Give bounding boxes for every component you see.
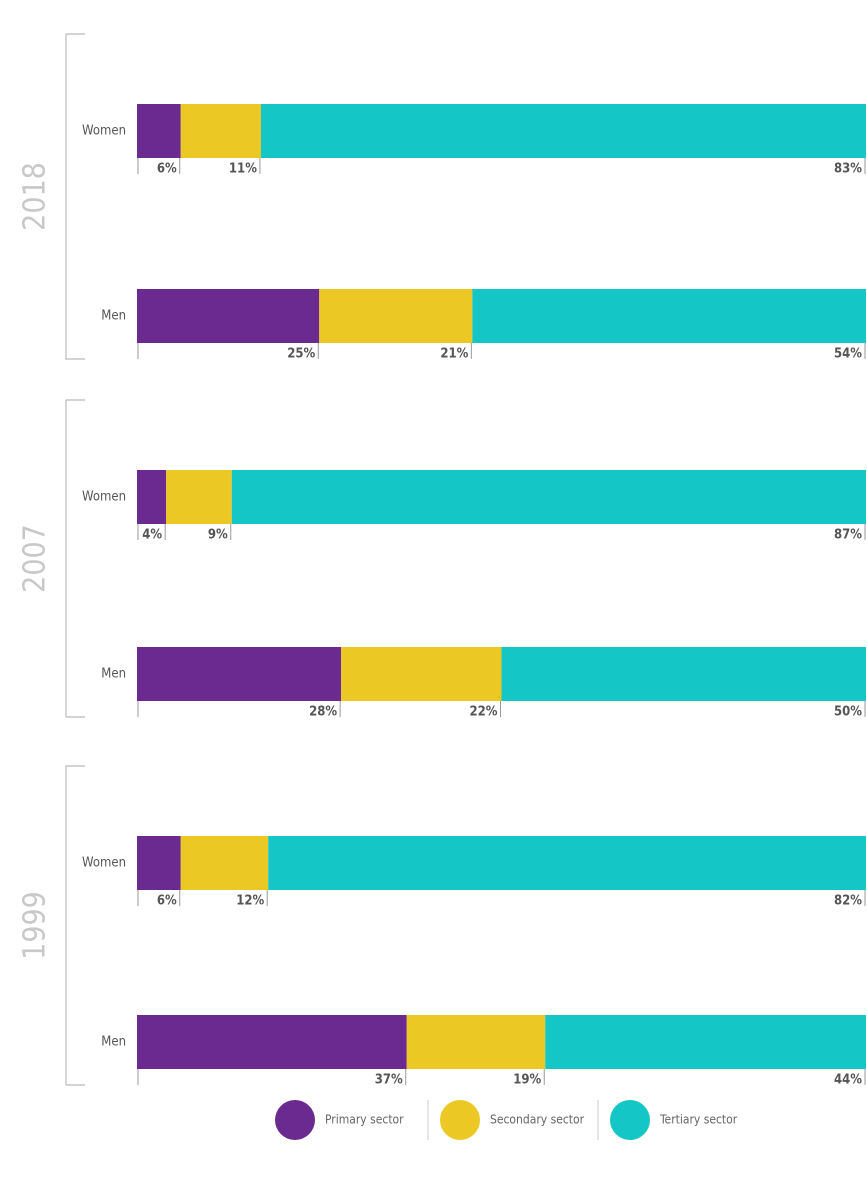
value-label: 83% bbox=[834, 162, 862, 177]
value-label: 25% bbox=[287, 347, 315, 362]
category-label: Men bbox=[101, 309, 126, 324]
category-label: Women bbox=[82, 856, 126, 871]
value-label: 28% bbox=[309, 705, 337, 720]
legend-swatch bbox=[275, 1100, 315, 1140]
bar-segment bbox=[137, 647, 342, 701]
bar-segment bbox=[545, 1015, 866, 1069]
bar-segment bbox=[137, 1015, 407, 1069]
value-label: 19% bbox=[513, 1073, 541, 1088]
bar-segment bbox=[501, 647, 866, 701]
bar-segment bbox=[341, 647, 502, 701]
bracket bbox=[65, 399, 85, 718]
legend-swatch bbox=[440, 1100, 480, 1140]
value-label: 11% bbox=[229, 162, 257, 177]
bar-segment bbox=[472, 289, 866, 343]
bar-segment bbox=[137, 104, 181, 158]
value-label: 6% bbox=[157, 894, 177, 909]
value-label: 21% bbox=[440, 347, 468, 362]
value-label: 12% bbox=[236, 894, 264, 909]
legend-label: Secondary sector bbox=[490, 1113, 585, 1127]
group-label: 2007 bbox=[18, 524, 53, 593]
bar-segment bbox=[406, 1015, 546, 1069]
bracket bbox=[65, 33, 85, 360]
value-label: 54% bbox=[834, 347, 862, 362]
bar-segment bbox=[260, 104, 866, 158]
bracket bbox=[65, 765, 85, 1086]
legend-label: Primary sector bbox=[325, 1113, 404, 1127]
bar-segment bbox=[180, 104, 261, 158]
bar-segment bbox=[137, 836, 181, 890]
value-label: 37% bbox=[375, 1073, 403, 1088]
bar-segment bbox=[137, 289, 320, 343]
bar-segment bbox=[137, 470, 167, 524]
bar-segment bbox=[166, 470, 232, 524]
value-label: 6% bbox=[157, 162, 177, 177]
legend-swatch bbox=[610, 1100, 650, 1140]
value-label: 50% bbox=[834, 705, 862, 720]
legend-label: Tertiary sector bbox=[659, 1113, 738, 1127]
value-label: 44% bbox=[834, 1073, 862, 1088]
value-label: 87% bbox=[834, 528, 862, 543]
bar-segment bbox=[180, 836, 269, 890]
category-label: Women bbox=[82, 124, 126, 139]
group-label: 1999 bbox=[18, 891, 53, 960]
value-label: 9% bbox=[208, 528, 228, 543]
value-label: 82% bbox=[834, 894, 862, 909]
bar-segment bbox=[319, 289, 473, 343]
group-label: 2018 bbox=[18, 162, 53, 231]
category-label: Men bbox=[101, 667, 126, 682]
value-label: 4% bbox=[142, 528, 162, 543]
category-label: Men bbox=[101, 1035, 126, 1050]
category-label: Women bbox=[82, 490, 126, 505]
bar-segment bbox=[231, 470, 866, 524]
bar-segment bbox=[268, 836, 867, 890]
value-label: 22% bbox=[470, 705, 498, 720]
